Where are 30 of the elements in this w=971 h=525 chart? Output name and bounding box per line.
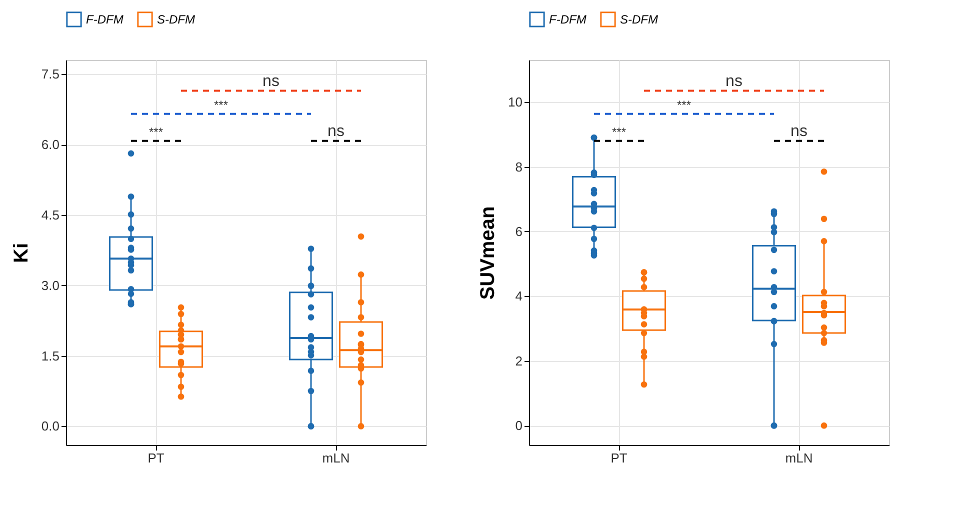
y-tick-label: 6.0 xyxy=(41,137,60,152)
y-tick-label: 8 xyxy=(515,159,522,174)
legend-label: F-DFM xyxy=(549,12,586,26)
y-tick-label: 10 xyxy=(508,94,522,110)
x-tick-label: PT xyxy=(610,450,628,466)
y-tick-label: 4 xyxy=(515,288,522,304)
y-tick-label: 0.0 xyxy=(41,418,60,434)
x-tick-label: mLN xyxy=(322,450,350,466)
y-tick-label: 3.0 xyxy=(41,278,60,293)
y-tick-label: 7.5 xyxy=(41,66,60,82)
legend-label: F-DFM xyxy=(86,12,124,26)
legend-label: S-DFM xyxy=(157,12,195,26)
y-axis-title: SUVmean xyxy=(477,206,500,300)
annotation: ns xyxy=(726,72,742,90)
annotation: *** xyxy=(148,124,164,139)
y-tick-label: 0 xyxy=(515,418,522,434)
annotation: ns xyxy=(328,122,344,140)
y-tick-label: 2 xyxy=(515,353,522,368)
legend-label: S-DFM xyxy=(620,12,658,26)
annotation: *** xyxy=(676,98,692,112)
annotation: ns xyxy=(262,72,280,90)
y-tick-label: 6 xyxy=(515,224,522,239)
annotation: ns xyxy=(790,122,808,140)
annotation: *** xyxy=(612,124,626,139)
annotation: *** xyxy=(214,98,228,112)
x-tick-label: mLN xyxy=(785,450,813,466)
y-tick-label: 4.5 xyxy=(41,207,60,222)
y-tick-label: 1.5 xyxy=(41,348,60,364)
x-tick-label: PT xyxy=(148,450,164,466)
y-axis-title: Ki xyxy=(10,243,32,263)
